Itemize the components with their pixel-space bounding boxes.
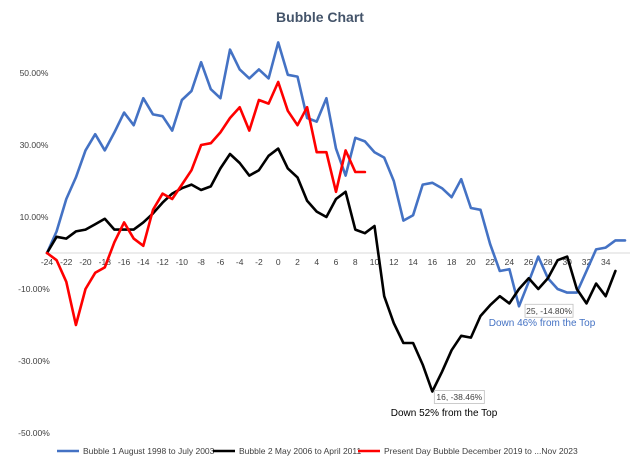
- y-axis: 50.00% 30.00% 10.00% -10.00% -30.00% -50.00%: [18, 68, 50, 438]
- series-line-2: [45, 147, 617, 393]
- chart-title: Bubble Chart: [276, 9, 364, 25]
- x-tick-label: 24: [505, 257, 515, 267]
- x-tick-label: -20: [79, 257, 92, 267]
- x-tick-label: -6: [217, 257, 225, 267]
- x-tick-label: 12: [389, 257, 399, 267]
- x-tick-label: 0: [276, 257, 281, 267]
- x-tick-label: 34: [601, 257, 611, 267]
- annotation-layer: 25, -14.80% 16, -38.46% Down 46% from the …: [391, 303, 596, 419]
- data-label-box: [433, 390, 485, 404]
- x-tick-label: 28: [543, 257, 553, 267]
- x-tick-label: 22: [485, 257, 495, 267]
- x-tick-label: -4: [236, 257, 244, 267]
- y-tick-label: 30.00%: [20, 140, 49, 150]
- legend-label-1: Bubble 1 August 1998 to July 2003: [83, 446, 215, 456]
- x-tick-label: 30: [562, 257, 572, 267]
- y-tick-label: -30.00%: [18, 356, 50, 366]
- x-tick-label: 10: [370, 257, 380, 267]
- data-label-min-bubble2: 16, -38.46%: [436, 392, 482, 402]
- x-tick-label: 8: [353, 257, 358, 267]
- data-label-box: [524, 303, 574, 318]
- x-tick-label: -24: [41, 257, 54, 267]
- x-tick-label: -10: [176, 257, 189, 267]
- x-tick-label: -16: [118, 257, 131, 267]
- y-tick-label: -10.00%: [18, 284, 50, 294]
- series-line-3: [45, 80, 367, 327]
- data-label-min-bubble1: 25, -14.80%: [526, 306, 572, 316]
- y-tick-label: 10.00%: [20, 212, 49, 222]
- x-tick-label: 2: [295, 257, 300, 267]
- y-tick-label: -50.00%: [18, 428, 50, 438]
- x-tick-label: -8: [197, 257, 205, 267]
- x-tick-label: -22: [60, 257, 73, 267]
- y-tick-label: 50.00%: [20, 68, 49, 78]
- x-tick-label: 4: [314, 257, 319, 267]
- x-tick-label: -14: [137, 257, 150, 267]
- legend-label-2: Bubble 2 May 2006 to April 2011: [239, 446, 362, 456]
- x-tick-label: 20: [466, 257, 476, 267]
- callout-down-46: Down 46% from the Top: [489, 318, 596, 329]
- series-line-1: [45, 41, 627, 308]
- x-tick-label: 6: [334, 257, 339, 267]
- x-tick-label: -2: [255, 257, 263, 267]
- legend-label-3: Present Day Bubble December 2019 to ...N…: [384, 446, 578, 456]
- x-tick-label: 18: [447, 257, 457, 267]
- x-tick-label: -18: [99, 257, 112, 267]
- x-axis: -24 -22 -20 -18 -16 -14 -12 -10 -8 -6 -4 -2 0 2 4 6 8 10 1…: [41, 257, 611, 267]
- x-tick-label: -12: [156, 257, 169, 267]
- series-layer: [45, 41, 627, 393]
- callout-down-52: Down 52% from the Top: [391, 408, 498, 419]
- x-tick-label: 16: [428, 257, 438, 267]
- x-tick-label: 14: [408, 257, 418, 267]
- legend: Bubble 1 August 1998 to July 2003 Bubble …: [57, 446, 578, 456]
- x-tick-label: 26: [524, 257, 534, 267]
- x-tick-label: 32: [582, 257, 592, 267]
